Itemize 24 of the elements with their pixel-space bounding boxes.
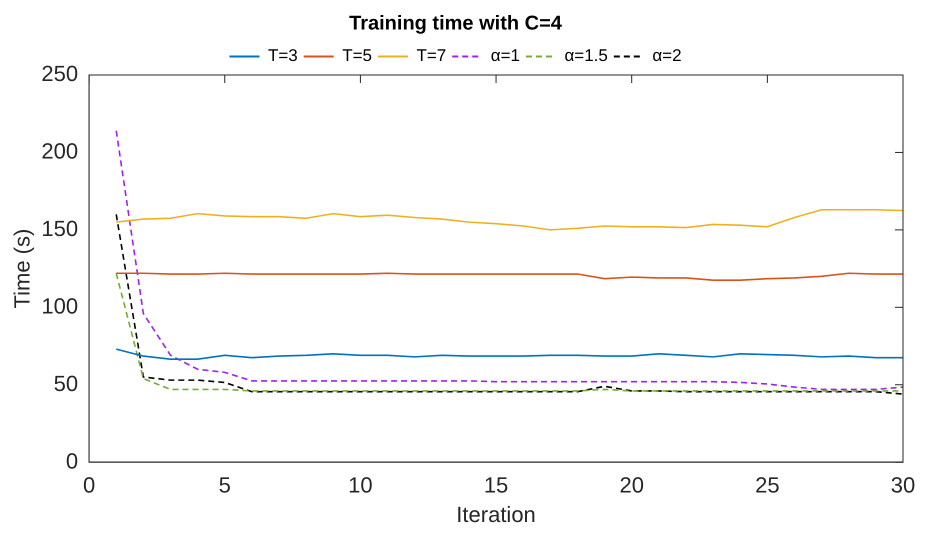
y-tick-label: 100	[41, 293, 78, 318]
x-tick-label: 15	[484, 472, 508, 498]
x-axis-title: Iteration	[456, 502, 536, 527]
y-tick-label: 50	[54, 370, 78, 396]
x-tick-label: 25	[755, 472, 780, 498]
y-tick-label: 0	[66, 448, 78, 474]
y-tick-label: 200	[41, 138, 78, 164]
legend-label: α=1	[490, 46, 520, 66]
legend-label: T=7	[416, 46, 446, 66]
line-series	[115, 214, 903, 395]
x-tick-label: 5	[218, 472, 231, 498]
x-tick-label: 30	[890, 472, 916, 498]
y-axis-title: Time (s)	[9, 228, 34, 309]
legend-label: α=2	[652, 46, 682, 66]
x-tick-label: 20	[619, 472, 644, 498]
chart-title: Training time with C=4	[349, 12, 563, 35]
legend-label: α=1.5	[564, 46, 608, 66]
x-tick-label: 10	[348, 472, 373, 498]
y-tick-label: 250	[41, 61, 78, 86]
y-tick-label: 150	[41, 216, 78, 241]
legend-label: T=5	[342, 46, 372, 66]
x-tick-label: 0	[82, 472, 96, 498]
line-series	[115, 130, 903, 390]
legend-label: T=3	[268, 46, 298, 66]
